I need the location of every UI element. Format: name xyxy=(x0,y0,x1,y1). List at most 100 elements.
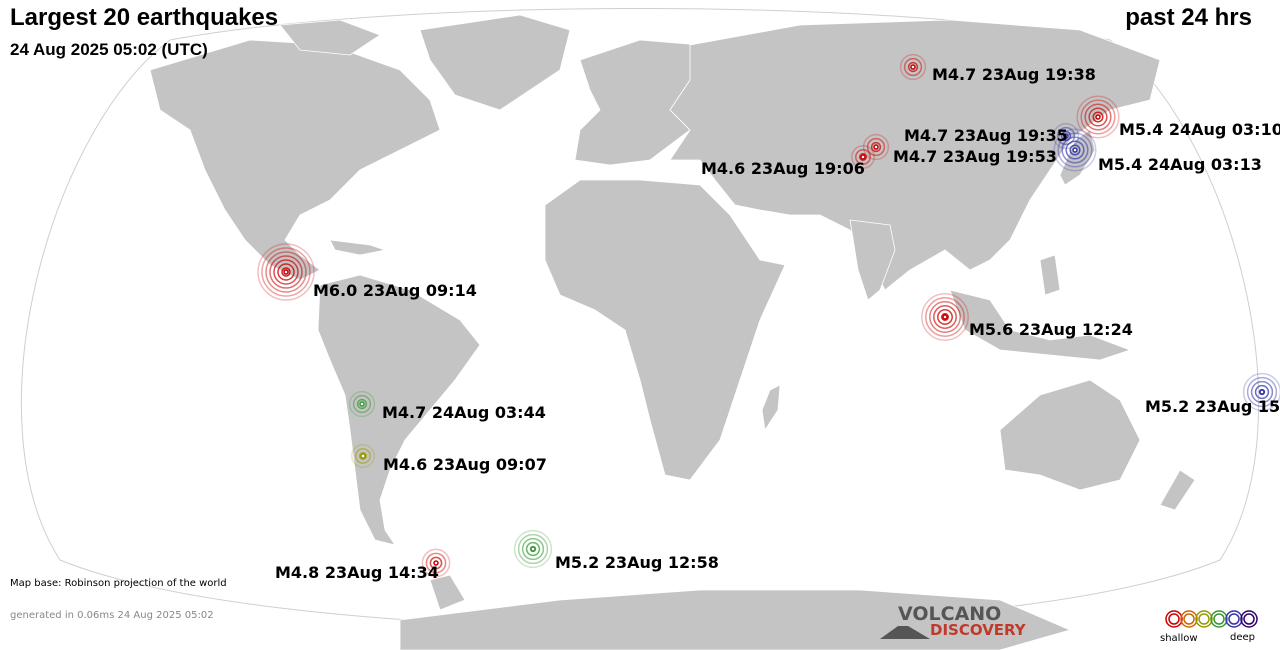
earthquake-marker[interactable] xyxy=(1076,95,1120,139)
eq-label[interactable]: M4.7 23Aug 19:35 xyxy=(904,126,1068,145)
eq-label[interactable]: M4.7 23Aug 19:53 xyxy=(893,147,1057,166)
legend-depth-circle xyxy=(1228,613,1240,625)
earthquake-marker[interactable] xyxy=(348,390,376,418)
quake-ring xyxy=(1056,126,1076,146)
quake-ring xyxy=(421,548,451,578)
legend-depth-circle xyxy=(1168,613,1180,625)
quake-ring xyxy=(1254,384,1270,400)
map-base-note: Map base: Robinson projection of the wor… xyxy=(10,578,227,589)
depth-legend-circles xyxy=(1165,610,1258,628)
arctic-islands-land xyxy=(279,19,381,56)
quake-epicenter xyxy=(1259,389,1265,395)
eq-label[interactable]: M4.6 23Aug 19:06 xyxy=(701,159,865,178)
legend-depth-circle xyxy=(1195,610,1213,628)
eq-label[interactable]: M5.2 23Aug 15:4 xyxy=(1145,397,1280,416)
philippines-land xyxy=(1039,254,1061,296)
quake-ring xyxy=(1069,144,1081,156)
quake-epicenter xyxy=(910,64,916,70)
legend-depth-circle xyxy=(1225,610,1243,628)
earthquake-marker[interactable] xyxy=(257,243,315,301)
legend-depth-circle xyxy=(1243,613,1255,625)
quake-ring xyxy=(1053,128,1097,172)
quake-ring xyxy=(429,556,443,570)
quake-ring xyxy=(261,247,311,297)
eq-label[interactable]: M5.6 23Aug 12:24 xyxy=(969,320,1133,339)
map-datetime: 24 Aug 2025 05:02 (UTC) xyxy=(10,40,208,59)
earthquake-marker[interactable] xyxy=(1242,372,1280,412)
quake-ring xyxy=(1084,103,1112,131)
indonesia-land xyxy=(949,289,1132,361)
quake-ring xyxy=(257,243,315,301)
earthquake-marker[interactable] xyxy=(1053,128,1097,172)
greenland-land xyxy=(419,14,571,111)
australia-land xyxy=(999,379,1141,491)
eq-label[interactable]: M4.7 24Aug 03:44 xyxy=(382,403,546,422)
quake-ring xyxy=(855,149,871,165)
earthquake-marker[interactable] xyxy=(899,53,927,81)
quake-epicenter xyxy=(1072,147,1078,153)
earthquake-marker[interactable] xyxy=(513,529,553,569)
quake-epicenter xyxy=(860,154,866,160)
quake-ring xyxy=(425,552,447,574)
quake-ring xyxy=(933,305,957,329)
volcano-discovery-logo[interactable]: VOLCANO DISCOVERY xyxy=(880,603,1040,643)
generated-note: generated in 0.06ms 24 Aug 2025 05:02 xyxy=(10,610,214,621)
earthquake-marker[interactable] xyxy=(851,145,875,169)
asia-land xyxy=(669,19,1161,291)
quake-ring xyxy=(513,529,553,569)
quake-ring xyxy=(269,255,303,289)
quake-ring xyxy=(929,301,961,333)
quake-ring xyxy=(1088,107,1108,127)
eq-label[interactable]: M5.4 24Aug 03:10 xyxy=(1119,120,1280,139)
quake-ring xyxy=(921,293,969,341)
map-title: Largest 20 earthquakes xyxy=(10,4,279,31)
eq-label[interactable]: M4.8 23Aug 14:34 xyxy=(275,563,439,582)
eq-label[interactable]: M5.4 24Aug 03:13 xyxy=(1098,155,1262,174)
legend-depth-circle xyxy=(1240,610,1258,628)
antarctic-peninsula-land xyxy=(429,574,466,611)
earthquake-marker[interactable] xyxy=(351,444,375,468)
quake-ring xyxy=(866,137,886,157)
quake-ring xyxy=(851,145,875,169)
quake-ring xyxy=(899,53,927,81)
legend-depth-circle xyxy=(1183,613,1195,625)
quake-ring xyxy=(907,61,919,73)
quake-ring xyxy=(862,133,890,161)
earthquake-markers xyxy=(257,53,1280,578)
south-america-land xyxy=(317,274,481,546)
quake-ring xyxy=(273,259,299,285)
quake-ring xyxy=(1092,111,1104,123)
quake-ring xyxy=(265,251,307,293)
legend-shallow-label: shallow xyxy=(1160,633,1198,644)
legend-depth-circle xyxy=(1198,613,1210,625)
quake-ring xyxy=(1246,376,1278,408)
quake-ring xyxy=(1242,372,1280,412)
india-land xyxy=(849,219,896,301)
quake-ring xyxy=(281,267,291,277)
depth-legend: shallow deep xyxy=(1160,608,1270,646)
quake-epicenter xyxy=(942,314,948,320)
quake-epicenter xyxy=(1063,133,1069,139)
africa-land xyxy=(544,179,786,481)
earthquake-marker[interactable] xyxy=(862,133,890,161)
quake-epicenter xyxy=(873,144,879,150)
eq-label[interactable]: M4.6 23Aug 09:07 xyxy=(383,455,547,474)
quake-epicenter xyxy=(359,401,365,407)
quake-ring xyxy=(517,533,549,565)
quake-ring xyxy=(870,141,882,153)
earthquake-marker[interactable] xyxy=(421,548,451,578)
legend-depth-circle xyxy=(1180,610,1198,628)
time-period: past 24 hrs xyxy=(1125,4,1252,31)
quake-ring xyxy=(348,390,376,418)
quake-ring xyxy=(521,537,545,561)
quake-ring xyxy=(351,444,375,468)
earthquake-marker[interactable] xyxy=(921,293,969,341)
eq-label[interactable]: M5.2 23Aug 12:58 xyxy=(555,553,719,572)
quake-ring xyxy=(1076,95,1120,139)
logo-text-discovery: DISCOVERY xyxy=(930,621,1026,639)
legend-depth-circle xyxy=(1165,610,1183,628)
eq-label[interactable]: M4.7 23Aug 19:38 xyxy=(932,65,1096,84)
madagascar-land xyxy=(761,384,781,432)
volcano-icon xyxy=(880,626,930,639)
eq-label[interactable]: M6.0 23Aug 09:14 xyxy=(313,281,477,300)
